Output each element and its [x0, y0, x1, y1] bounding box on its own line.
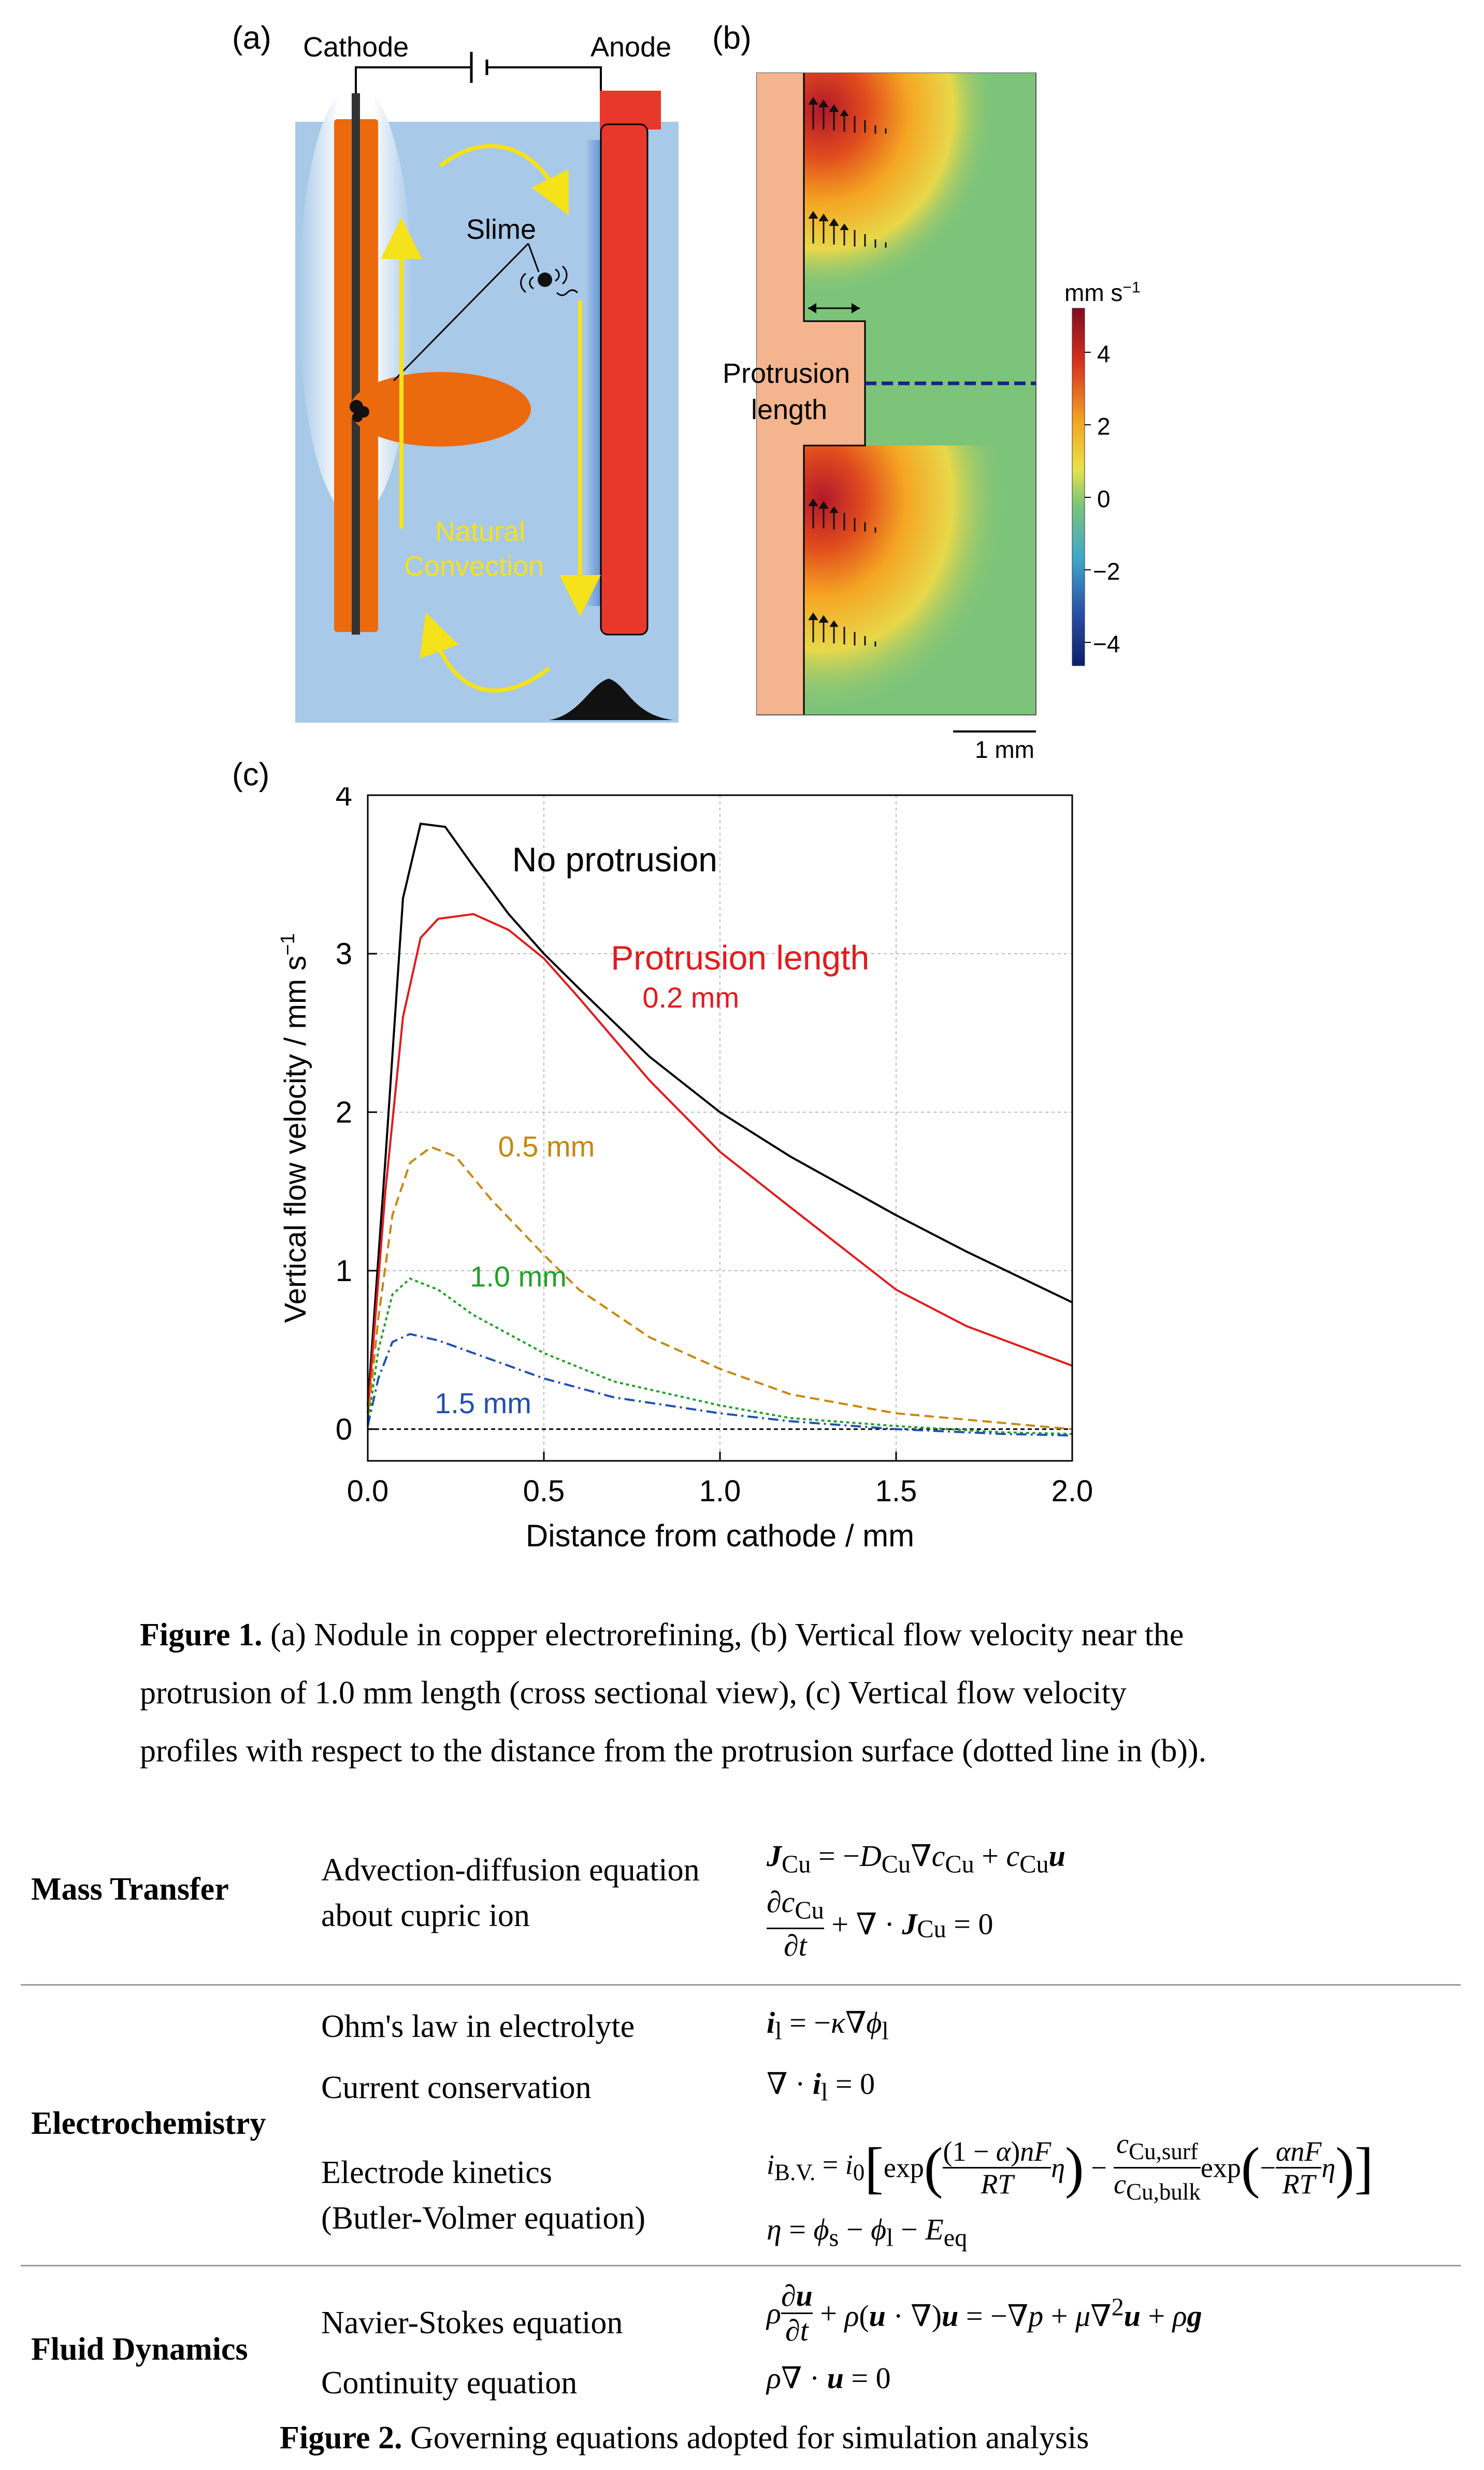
protrusion-label-line1: Protrusion [723, 358, 851, 389]
conservation-desc: Current conservation [321, 2070, 592, 2105]
series-line-4 [367, 1333, 1073, 1437]
colorbar-tick-2: 2 [1097, 413, 1111, 440]
slime-label: Slime [466, 214, 537, 245]
series-line-1 [367, 913, 1073, 1414]
x-tick-label: 2.0 [1051, 1474, 1093, 1508]
y-tick-label: 2 [336, 1096, 352, 1129]
y-axis-label: Vertical flow velocity / mm s−1 [277, 933, 312, 1323]
series-label-1-0-mm: 1.0 mm [470, 1260, 567, 1293]
series-line-2 [367, 1145, 1073, 1430]
bottom-circulation-arrow [420, 612, 551, 693]
panel-c-label: (c) [232, 757, 270, 793]
panel-a-label: (a) [232, 20, 271, 56]
cathode-label: Cathode [303, 32, 409, 63]
ohm-desc: Ohm's law in electrolyte [321, 2009, 635, 2044]
protrusion-label-line2: length [751, 394, 828, 425]
equation-butler-volmer: iB.V. = i0[exp((1 − α)nF RT η) − cCu,surf c… [767, 2128, 1374, 2205]
navier-stokes-desc: Navier-Stokes equation [321, 2305, 623, 2340]
figure2-caption: Figure 2. Governing equations adopted fo… [280, 2420, 1089, 2455]
colorbar-tick-0: 0 [1097, 485, 1111, 512]
colorbar-unit: mm s−1 [1064, 279, 1141, 306]
category-electrochemistry: Electrochemistry [31, 2106, 266, 2141]
panel-b-label: (b) [712, 20, 752, 56]
equation-current-conservation: ∇ · il = 0 [767, 2067, 875, 2106]
series-label-0-2-mm: 0.2 mm [642, 981, 739, 1014]
equation-navier-stokes: ρ ∂u ∂t + ρ(u · ∇)u = −∇p + μ∇2u + ρg [767, 2279, 1202, 2347]
figure1-panel-b [756, 72, 1171, 746]
equation-overpotential: η = ϕs − ϕl − Eeq [767, 2213, 968, 2252]
y-tick-label: 1 [336, 1254, 352, 1288]
anode-top [600, 91, 661, 130]
category-fluid-dynamics: Fluid Dynamics [31, 2332, 248, 2367]
plot-frame [367, 794, 1073, 1462]
figure1-caption-line2: protrusion of 1.0 mm length (cross secti… [140, 1675, 1127, 1711]
velocity-profile-chart: 0.0 0.5 1.0 1.5 2.0 0 1 2 3 4 Vertical flow veloc… [277, 779, 1093, 1553]
equation-continuity-mass: ∂cCu ∂t + ∇ · JCu = 0 [767, 1885, 993, 1962]
flow-velocity-map [756, 72, 1091, 733]
figure1-caption-line3: profiles with respect to the distance fr… [140, 1733, 1207, 1769]
slime-pile [549, 679, 673, 720]
table-divider-2 [21, 2265, 1461, 2266]
equation-continuity-fluid: ρ∇ · u = 0 [767, 2361, 891, 2395]
figure1-panel-c: 0.0 0.5 1.0 1.5 2.0 0 1 2 3 4 Vertical flow veloc… [269, 779, 1108, 1596]
anode-plate [600, 123, 649, 636]
series-label-0-5-mm: 0.5 mm [498, 1130, 595, 1163]
category-mass-transfer: Mass Transfer [31, 1872, 229, 1907]
kinetics-desc: Electrode kinetics (Butler-Volmer equati… [321, 2155, 646, 2236]
figure1-panel-a [228, 10, 694, 725]
anode-label: Anode [590, 32, 672, 63]
y-tick-label: 3 [336, 937, 352, 971]
table-divider-1 [21, 1984, 1461, 1986]
panel-a-illustration [295, 52, 679, 723]
equation-ohm: il = −κ∇ϕl [767, 2006, 889, 2045]
scale-bar-label: 1 mm [975, 736, 1034, 763]
colorbar [1072, 308, 1085, 666]
nodule [350, 372, 531, 447]
series-label-1-5-mm: 1.5 mm [435, 1387, 531, 1419]
mass-transfer-desc: Advection-diffusion equation about cupri… [321, 1852, 700, 1933]
equation-flux: JCu = −DCu∇cCu + cCuu [767, 1839, 1065, 1878]
y-tick-label: 0 [336, 1413, 352, 1446]
cathode-rod [352, 93, 360, 635]
legend-title-protrusion-length: Protrusion length [611, 939, 869, 977]
y-tick-label: 4 [336, 787, 352, 812]
cathode-with-protrusion [756, 73, 865, 715]
x-tick-label: 1.5 [875, 1474, 917, 1508]
convection-label-line2: Convection [404, 551, 544, 582]
colorbar-tick-neg2: −2 [1093, 558, 1120, 585]
x-tick-label: 1.0 [699, 1474, 741, 1508]
colorbar-tick-neg4: −4 [1093, 630, 1120, 657]
figure1-caption: Figure 1. (a) Nodule in copper electrore… [140, 1606, 1383, 1780]
series-label-no-protrusion: No protrusion [512, 840, 717, 879]
series-line-0 [367, 822, 1073, 1406]
continuity-desc: Continuity equation [321, 2365, 578, 2401]
x-tick-label: 0.0 [347, 1474, 389, 1508]
colorbar-tick-4: 4 [1097, 340, 1111, 367]
convection-label-line1: Natural [435, 516, 526, 547]
x-tick-label: 0.5 [523, 1474, 565, 1508]
top-circulation-arrow [439, 143, 569, 216]
x-axis-label: Distance from cathode / mm [526, 1518, 914, 1553]
series-line-3 [367, 1277, 1073, 1435]
figure1-caption-line1: Figure 1. (a) Nodule in copper electrore… [140, 1617, 1184, 1653]
